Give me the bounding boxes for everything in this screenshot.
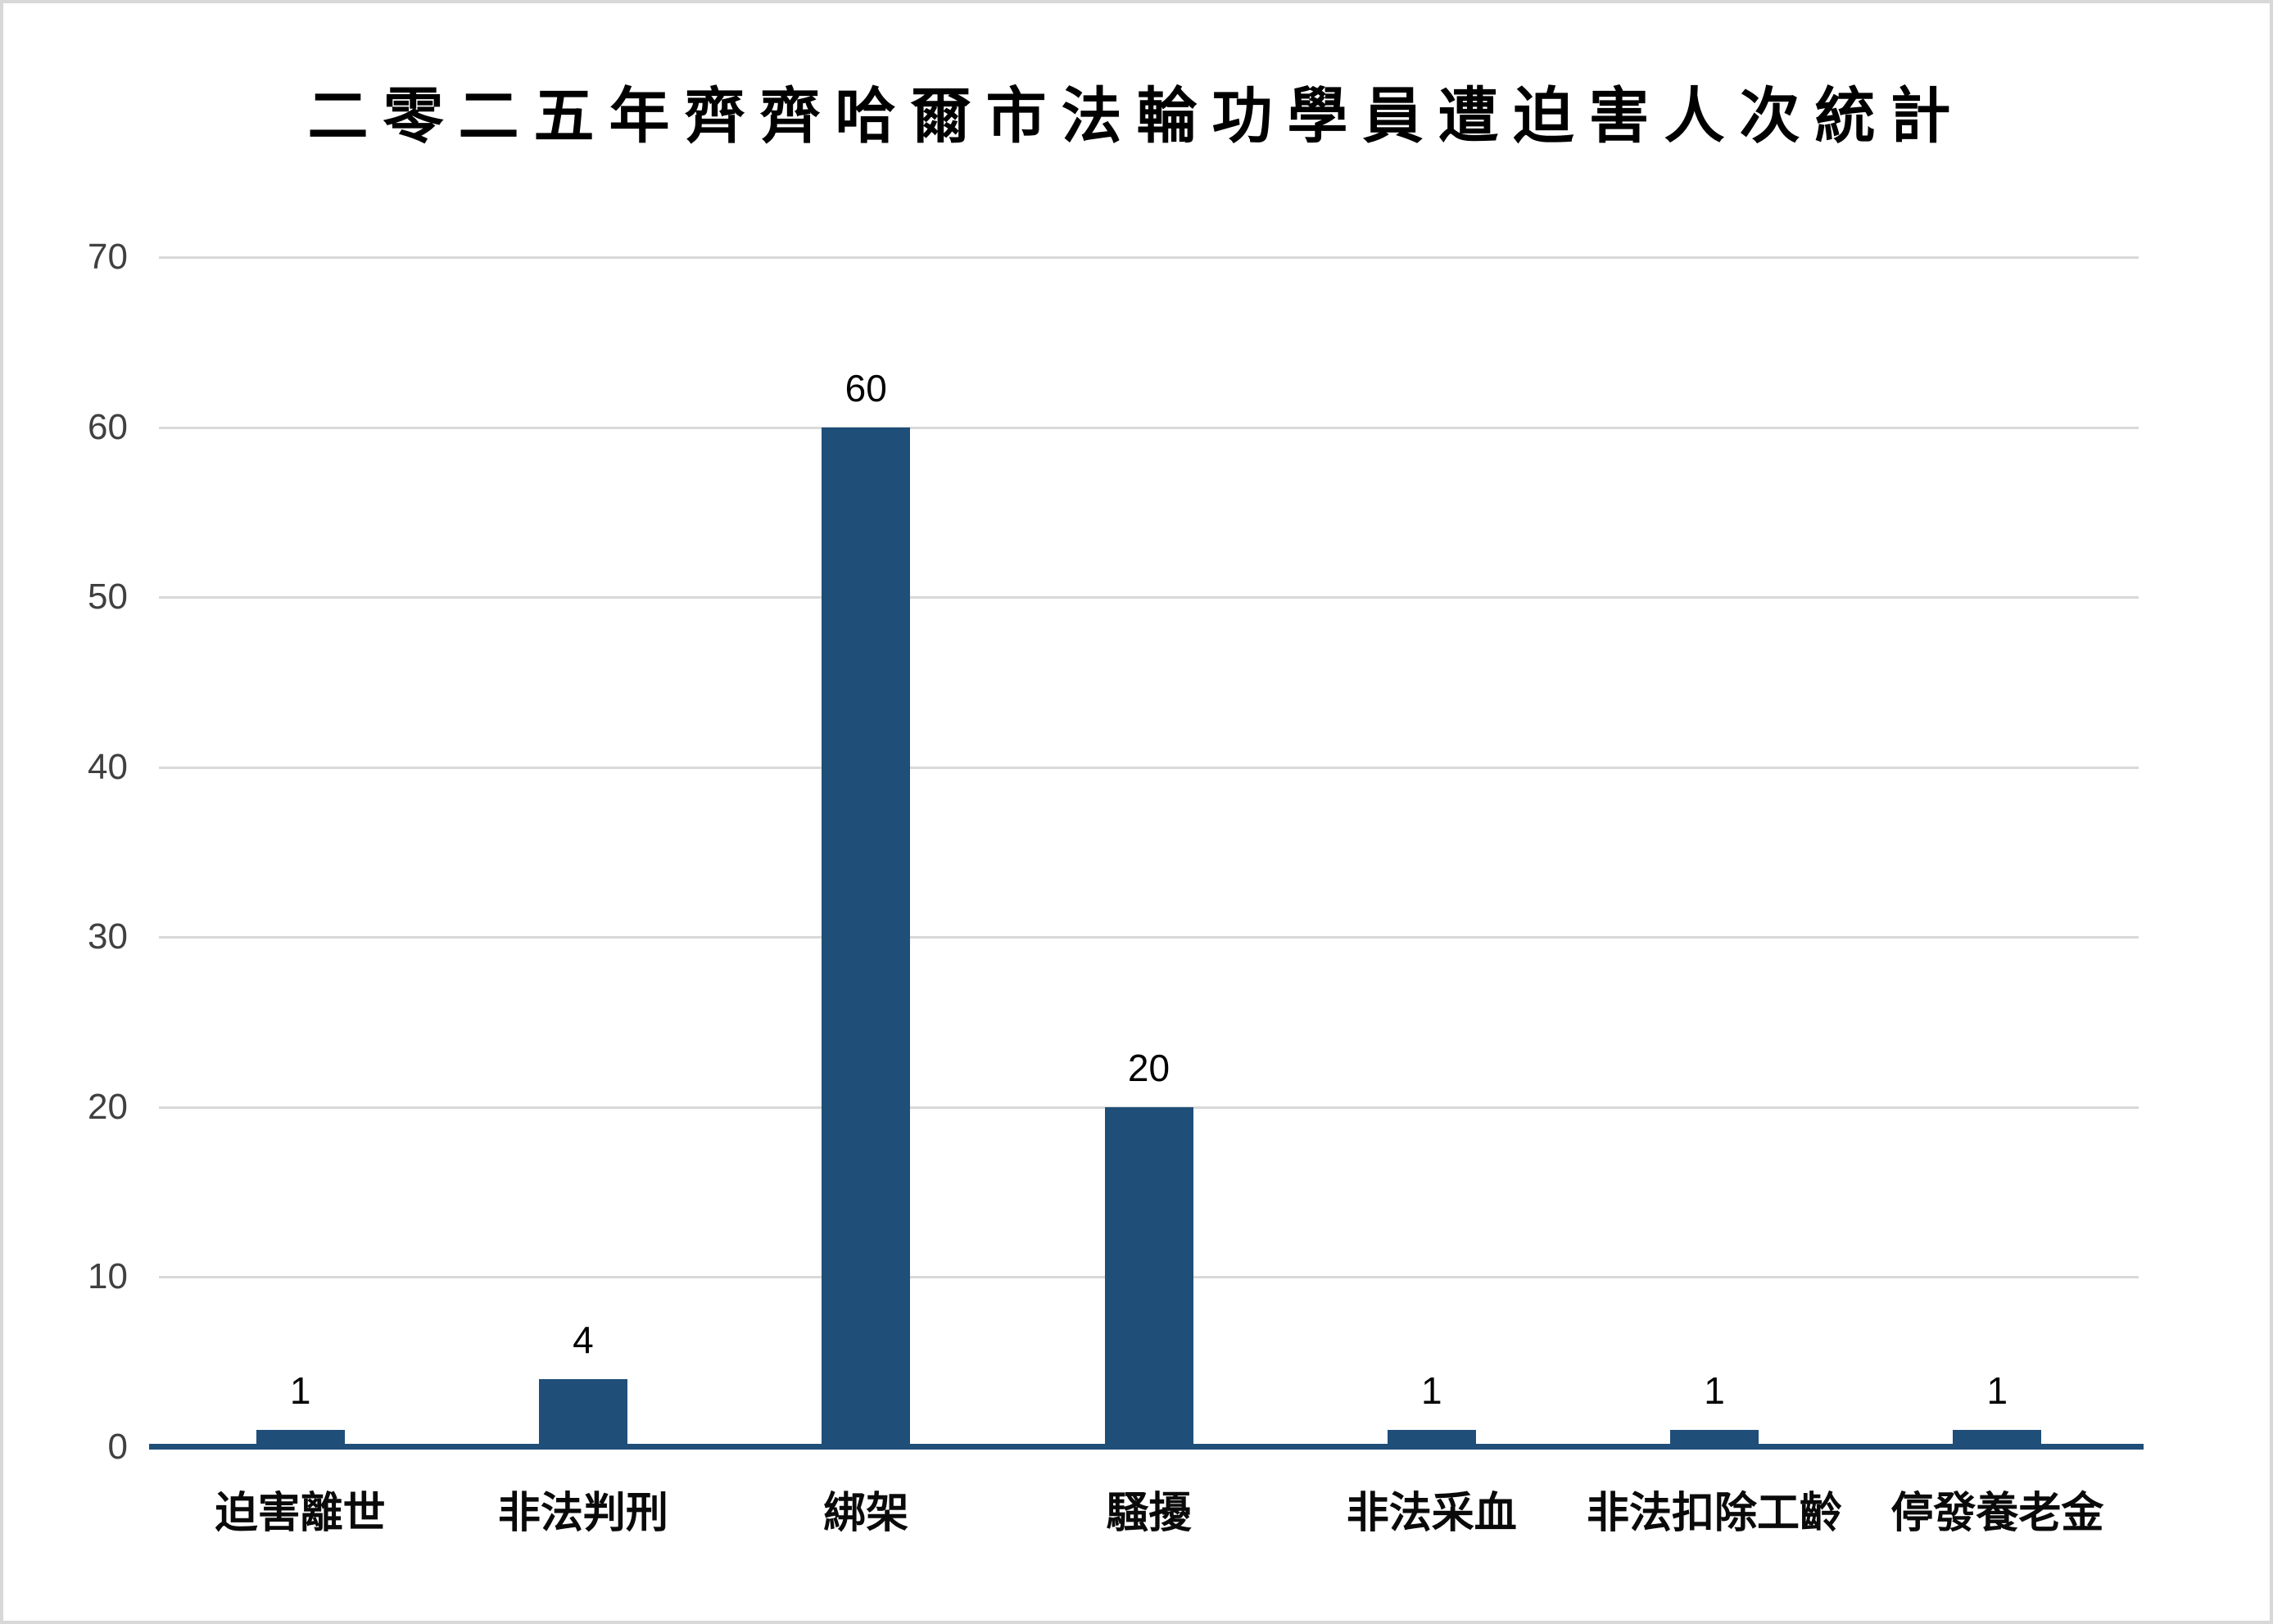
bar-value-label: 20	[1127, 1046, 1170, 1089]
gridline	[159, 766, 2139, 769]
x-axis-category-label: 迫害離世	[215, 1490, 386, 1537]
y-axis-tick-label: 70	[88, 237, 128, 277]
x-axis-category-label: 停發養老金	[1890, 1490, 2104, 1537]
bar	[1953, 1430, 2042, 1447]
bar	[1670, 1430, 1759, 1447]
bar-value-label: 1	[1420, 1369, 1442, 1413]
y-axis-tick-label: 60	[88, 406, 128, 447]
gridline	[159, 936, 2139, 939]
x-axis-category-label: 非法扣除工齡	[1587, 1490, 1843, 1537]
y-axis-tick-label: 0	[107, 1427, 128, 1467]
bar-value-label: 1	[1704, 1369, 1725, 1413]
y-axis-tick-label: 20	[88, 1086, 128, 1127]
y-axis-tick-label: 50	[88, 577, 128, 617]
bar-value-label: 1	[1986, 1369, 2008, 1413]
x-axis-category-label: 非法判刑	[497, 1490, 668, 1537]
bar-value-label: 60	[844, 366, 887, 409]
gridline	[159, 426, 2139, 429]
chart-title: 二零二五年齊齊哈爾市法輪功學員遭迫害人次統計	[307, 82, 1966, 150]
bar	[256, 1430, 345, 1447]
y-axis-tick-label: 30	[88, 916, 128, 957]
x-axis-category-label: 騷擾	[1106, 1490, 1192, 1537]
x-axis-category-label: 綁架	[823, 1490, 909, 1537]
bar	[1104, 1106, 1193, 1447]
bar	[538, 1378, 627, 1447]
gridline	[159, 256, 2139, 259]
bar	[822, 427, 911, 1447]
gridline	[159, 596, 2139, 599]
y-axis-tick-label: 10	[88, 1256, 128, 1297]
bar-value-label: 4	[573, 1318, 594, 1361]
x-axis-category-label: 非法采血	[1346, 1490, 1517, 1537]
y-axis-tick-label: 40	[88, 746, 128, 787]
bar-value-label: 1	[289, 1369, 311, 1413]
bar	[1387, 1430, 1476, 1447]
